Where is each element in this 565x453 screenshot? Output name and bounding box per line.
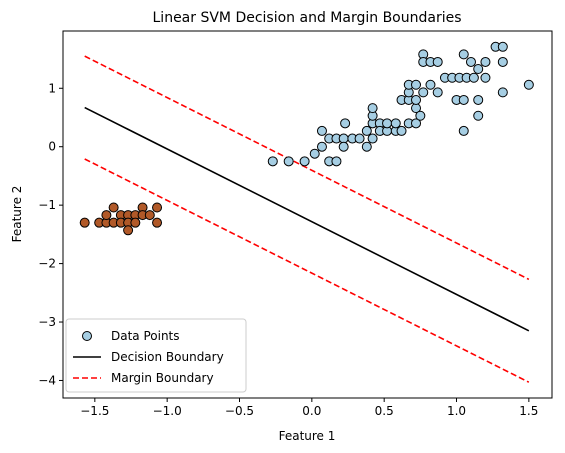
data-point [497,87,508,98]
y-tick-label: −2 [38,257,56,271]
plot-area [79,41,534,383]
data-point [361,125,372,136]
data-point [283,156,294,167]
data-point [415,110,426,121]
data-point [411,79,422,90]
data-point [458,94,469,105]
data-point [396,125,407,136]
data-point [418,87,429,98]
data-point [480,72,491,83]
x-tick-label: −0.5 [225,404,254,418]
data-point [458,125,469,136]
y-tick-label: −1 [38,198,56,212]
x-axis: −1.5 −1.0 −0.5 0.0 0.5 1.0 1.5 [80,398,538,418]
x-tick-label: −1.5 [80,404,109,418]
data-point [367,133,378,144]
data-point [309,148,320,159]
legend: Data Points Decision Boundary Margin Bou… [65,318,247,393]
margin-boundary-line-lower [84,158,530,383]
data-point [390,118,401,129]
data-point [152,217,163,228]
y-tick-label: −4 [38,373,56,387]
data-point [480,56,491,67]
chart-title: Linear SVM Decision and Margin Boundarie… [153,10,462,26]
data-point [361,141,372,152]
data-point [432,87,443,98]
data-point [299,156,310,167]
x-axis-title: Feature 1 [279,429,336,443]
x-tick-label: 0.0 [302,404,321,418]
data-point [367,103,378,114]
data-point [497,56,508,67]
data-point [152,202,163,213]
data-point [425,79,436,90]
data-point [316,141,327,152]
legend-label-decision-boundary: Decision Boundary [111,350,224,364]
data-point [382,118,393,129]
data-point [108,202,119,213]
data-point [338,133,349,144]
x-tick-label: −1.0 [153,404,182,418]
legend-marker-data-points [82,331,92,341]
legend-label-data-points: Data Points [111,329,180,343]
data-point [354,133,365,144]
y-axis-title: Feature 2 [10,186,24,243]
data-point [267,156,278,167]
axes-frame [62,30,553,399]
data-point [411,118,422,129]
x-tick-label: 1.5 [519,404,538,418]
y-axis: −4 −3 −2 −1 0 1 [38,81,63,387]
data-point [130,217,141,228]
margin-boundary-line-upper [84,55,530,281]
data-point [79,217,90,228]
data-point [316,125,327,136]
data-point [473,63,484,74]
data-point [497,41,508,52]
y-tick-label: 0 [48,140,56,154]
legend-label-margin-boundary: Margin Boundary [111,371,214,385]
data-point [144,210,155,221]
data-point [340,118,351,129]
data-point [465,56,476,67]
data-point [338,141,349,152]
legend-box [65,318,247,393]
data-point [473,94,484,105]
data-point [432,56,443,67]
data-point [123,225,134,236]
data-point [473,110,484,121]
x-tick-label: 0.5 [375,404,394,418]
y-tick-label: 1 [48,81,56,95]
decision-boundary-line [84,106,530,332]
data-point [458,49,469,60]
x-tick-label: 1.0 [447,404,466,418]
data-point [468,72,479,83]
data-point [331,156,342,167]
data-point [101,210,112,221]
data-point [411,94,422,105]
y-tick-label: −3 [38,315,56,329]
data-point [523,79,534,90]
